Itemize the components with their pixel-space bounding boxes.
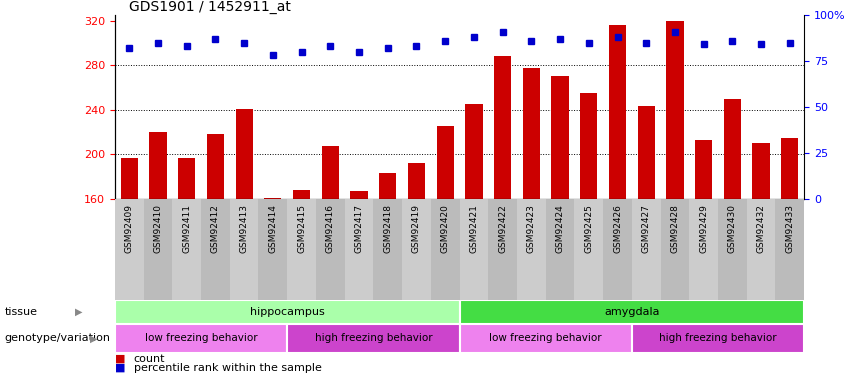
Bar: [723, 99, 741, 199]
Bar: [517, 199, 545, 300]
Bar: [660, 199, 689, 300]
Text: GSM92430: GSM92430: [728, 204, 737, 253]
Bar: [551, 76, 568, 199]
Bar: [121, 158, 138, 199]
Bar: [431, 199, 460, 300]
Text: GDS1901 / 1452911_at: GDS1901 / 1452911_at: [129, 0, 290, 14]
Text: GSM92416: GSM92416: [326, 204, 334, 253]
Text: amygdala: amygdala: [604, 307, 660, 317]
Text: GSM92422: GSM92422: [498, 204, 507, 253]
Bar: [580, 93, 597, 199]
Bar: [402, 199, 431, 300]
Bar: [322, 146, 339, 199]
Bar: [379, 173, 397, 199]
Bar: [437, 126, 454, 199]
Bar: [460, 199, 488, 300]
Bar: [259, 199, 288, 300]
Bar: [637, 106, 655, 199]
Bar: [460, 300, 804, 324]
Text: GSM92428: GSM92428: [671, 204, 679, 253]
Text: GSM92414: GSM92414: [268, 204, 277, 253]
Bar: [236, 108, 253, 199]
Text: GSM92421: GSM92421: [470, 204, 478, 253]
Bar: [695, 140, 712, 199]
Bar: [747, 199, 775, 300]
Text: genotype/variation: genotype/variation: [4, 333, 111, 344]
Bar: [718, 199, 747, 300]
Bar: [201, 199, 230, 300]
Bar: [115, 324, 287, 352]
Text: ▶: ▶: [90, 333, 98, 344]
Text: ■: ■: [115, 354, 125, 364]
Text: GSM92420: GSM92420: [441, 204, 449, 253]
Bar: [230, 199, 259, 300]
Text: GSM92429: GSM92429: [700, 204, 708, 253]
Bar: [775, 199, 804, 300]
Bar: [351, 191, 368, 199]
Bar: [781, 138, 798, 199]
Bar: [608, 25, 626, 199]
Text: tissue: tissue: [4, 307, 37, 317]
Bar: [574, 199, 603, 300]
Bar: [287, 324, 460, 352]
Text: GSM92419: GSM92419: [412, 204, 421, 253]
Bar: [494, 56, 511, 199]
Bar: [523, 69, 540, 199]
Bar: [150, 132, 167, 199]
Bar: [293, 190, 310, 199]
Text: high freezing behavior: high freezing behavior: [660, 333, 777, 344]
Text: high freezing behavior: high freezing behavior: [315, 333, 432, 344]
Text: GSM92426: GSM92426: [613, 204, 622, 253]
Text: GSM92409: GSM92409: [125, 204, 134, 253]
Bar: [689, 199, 718, 300]
Bar: [374, 199, 403, 300]
Text: ▶: ▶: [75, 307, 83, 317]
Bar: [287, 199, 316, 300]
Text: GSM92432: GSM92432: [757, 204, 766, 253]
Text: GSM92413: GSM92413: [240, 204, 248, 253]
Text: GSM92417: GSM92417: [355, 204, 363, 253]
Text: GSM92425: GSM92425: [585, 204, 593, 253]
Text: GSM92427: GSM92427: [642, 204, 651, 253]
Bar: [666, 21, 683, 199]
Bar: [115, 300, 460, 324]
Bar: [460, 324, 631, 352]
Text: GSM92415: GSM92415: [297, 204, 306, 253]
Bar: [264, 198, 282, 199]
Text: GSM92433: GSM92433: [785, 204, 794, 253]
Bar: [178, 158, 196, 199]
Bar: [603, 199, 631, 300]
Text: GSM92424: GSM92424: [556, 204, 564, 253]
Bar: [545, 199, 574, 300]
Text: GSM92418: GSM92418: [383, 204, 392, 253]
Bar: [172, 199, 201, 300]
Bar: [465, 104, 483, 199]
Bar: [207, 134, 224, 199]
Bar: [408, 163, 426, 199]
Text: GSM92411: GSM92411: [182, 204, 191, 253]
Text: percentile rank within the sample: percentile rank within the sample: [134, 363, 322, 373]
Text: GSM92423: GSM92423: [527, 204, 536, 253]
Text: low freezing behavior: low freezing behavior: [145, 333, 257, 344]
Text: ■: ■: [115, 363, 125, 373]
Text: low freezing behavior: low freezing behavior: [489, 333, 602, 344]
Bar: [345, 199, 374, 300]
Text: GSM92410: GSM92410: [153, 204, 163, 253]
Text: hippocampus: hippocampus: [250, 307, 324, 317]
Bar: [115, 199, 144, 300]
Bar: [631, 199, 660, 300]
Bar: [144, 199, 172, 300]
Text: GSM92412: GSM92412: [211, 204, 220, 253]
Bar: [316, 199, 345, 300]
Bar: [631, 324, 804, 352]
Bar: [752, 143, 769, 199]
Bar: [488, 199, 517, 300]
Text: count: count: [134, 354, 165, 364]
